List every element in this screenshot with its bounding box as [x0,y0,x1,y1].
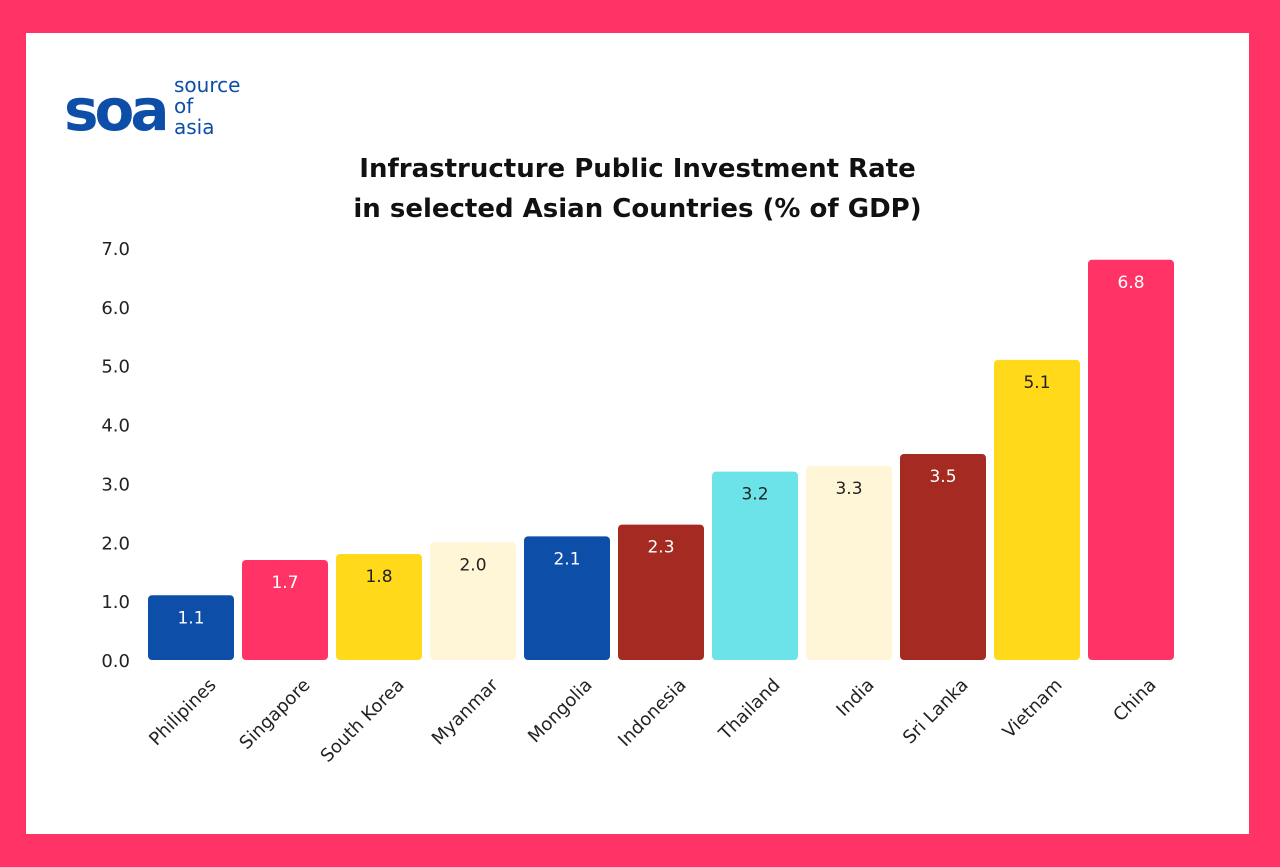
y-tick-label: 5.0 [101,357,130,378]
bar [148,595,234,660]
bar-value-label: 3.2 [741,485,768,505]
chart-title: Infrastructure Public Investment Rate in… [26,149,1249,229]
bar-value-label: 2.0 [459,555,486,575]
y-tick-label: 1.0 [101,592,130,613]
bar-value-label: 1.7 [271,573,298,593]
bar [336,554,422,660]
y-tick-label: 4.0 [101,416,130,437]
y-tick-label: 0.0 [101,651,130,672]
y-tick-label: 7.0 [101,239,130,260]
bar [618,524,704,660]
bar [524,536,610,660]
y-tick-label: 6.0 [101,298,130,319]
logo-wordmark: source of asia [174,75,240,138]
chart-card: soa source of asia Infrastructure Public… [26,33,1249,834]
y-tick-label: 3.0 [101,474,130,495]
bar [712,471,798,660]
category-label: Philipines [145,675,220,750]
bar-value-label: 3.5 [929,467,956,487]
chart-title-line-2: in selected Asian Countries (% of GDP) [353,194,922,224]
bar [900,454,986,660]
category-label: South Korea [317,675,409,767]
bar-value-label: 2.1 [553,549,580,569]
bar [242,559,328,660]
category-label: Thailand [714,675,784,745]
brand-logo: soa source of asia [64,75,284,147]
bar-chart: 0.0 1.0 2.0 3.0 4.0 5.0 6.0 7.0 1.1 Philipines 1.7… [101,239,1174,767]
bar [1088,259,1174,660]
bar-value-label: 3.3 [835,479,862,499]
category-label: Vietnam [999,675,1067,743]
logo-line-2: of [174,94,194,118]
bar-value-label: 1.8 [365,567,392,587]
bar [994,359,1080,660]
bar [430,542,516,660]
logo-mark: soa [64,76,169,144]
bar [806,465,892,660]
bar-value-label: 6.8 [1117,273,1144,293]
chart-title-line-1: Infrastructure Public Investment Rate [359,154,916,184]
bar-value-label: 5.1 [1023,373,1050,393]
category-label: Singapore [235,675,314,754]
category-label: Indonesia [614,675,690,751]
category-label: Myanmar [428,674,503,749]
category-label: India [832,675,878,721]
category-label: Mongolia [524,675,596,747]
bar-value-label: 2.3 [647,538,674,558]
bar-value-label: 1.1 [177,608,204,628]
logo-line-3: asia [174,115,215,139]
category-label: China [1109,675,1160,726]
y-tick-label: 2.0 [101,533,130,554]
category-label: Sri Lanka [899,675,973,749]
logo-line-1: source [174,73,241,97]
